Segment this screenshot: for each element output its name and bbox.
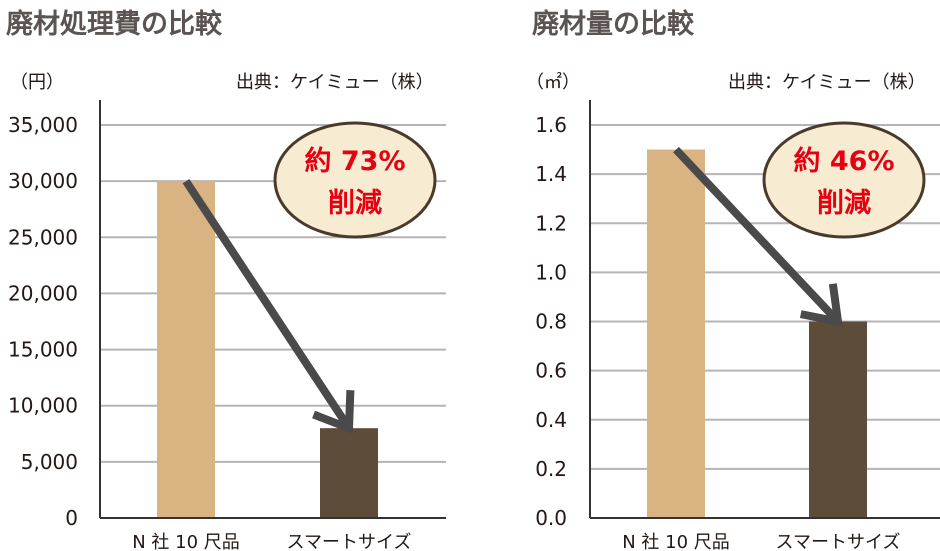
chart-title: 廃材量の比較 bbox=[532, 9, 694, 40]
x-tick-label: N 社 10 尺品 bbox=[132, 532, 240, 551]
y-tick-label: 15,000 bbox=[8, 338, 78, 362]
reduction-badge-label: 削減 bbox=[817, 188, 871, 219]
y-tick-label: 1.0 bbox=[535, 260, 567, 284]
y-axis-unit: （㎡） bbox=[526, 72, 580, 93]
source-note: 出典：ケイミュー（株） bbox=[236, 72, 434, 93]
source-note: 出典：ケイミュー（株） bbox=[728, 72, 926, 93]
y-tick-label: 0.4 bbox=[535, 408, 567, 432]
reduction-badge-label: 削減 bbox=[328, 188, 382, 219]
chart-panel-waste-volume: 0.0 0.2 0.4 0.6 0.8 1.0 1.2 1.4 1.6 N 社 10 尺品 スマート… bbox=[470, 0, 940, 551]
reduction-arrow-head bbox=[799, 283, 843, 327]
y-tick-label: 0.2 bbox=[535, 457, 567, 481]
reduction-arrow-head bbox=[312, 390, 355, 434]
chart-svg-waste-volume: 0.0 0.2 0.4 0.6 0.8 1.0 1.2 1.4 1.6 N 社 10 尺品 スマート… bbox=[535, 100, 940, 551]
x-tick-label: スマートサイズ bbox=[776, 532, 901, 551]
reduction-badge bbox=[762, 121, 926, 239]
x-tick-label: スマートサイズ bbox=[287, 532, 412, 551]
chart-panel-disposal-cost: 0 5,000 10,000 15,000 20,000 25,000 30,000 35,0… bbox=[6, 9, 446, 551]
bar-smart-size bbox=[320, 428, 378, 518]
y-tick-label: 1.2 bbox=[535, 211, 567, 235]
y-tick-label: 35,000 bbox=[8, 113, 78, 137]
y-tick-label: 5,000 bbox=[21, 450, 78, 474]
reduction-arrow bbox=[182, 178, 351, 428]
y-axis-unit: （円） bbox=[10, 72, 64, 93]
y-tick-label: 20,000 bbox=[8, 281, 78, 305]
y-tick-label: 30,000 bbox=[8, 169, 78, 193]
reduction-badge-percent: 約 73% bbox=[304, 145, 405, 177]
reduction-badge-percent: 約 46% bbox=[793, 145, 894, 177]
y-tick-label: 1.6 bbox=[535, 113, 567, 137]
bar-n-company bbox=[157, 181, 215, 518]
x-tick-label: N 社 10 尺品 bbox=[622, 532, 730, 551]
chart-title: 廃材処理費の比較 bbox=[6, 9, 222, 40]
bar-n-company bbox=[647, 149, 705, 518]
y-tick-label: 0.0 bbox=[535, 506, 567, 530]
chart-svg-disposal-cost: 0 5,000 10,000 15,000 20,000 25,000 30,000 35,0… bbox=[8, 100, 446, 551]
y-tick-label: 1.4 bbox=[535, 162, 567, 186]
y-tick-label: 0.6 bbox=[535, 359, 567, 383]
y-tick-label: 0 bbox=[65, 506, 78, 530]
y-tick-label: 0.8 bbox=[535, 310, 567, 334]
bar-smart-size bbox=[809, 321, 867, 518]
reduction-arrow bbox=[673, 146, 839, 322]
y-tick-label: 10,000 bbox=[8, 394, 78, 418]
y-tick-label: 25,000 bbox=[8, 225, 78, 249]
reduction-badge bbox=[273, 121, 437, 239]
